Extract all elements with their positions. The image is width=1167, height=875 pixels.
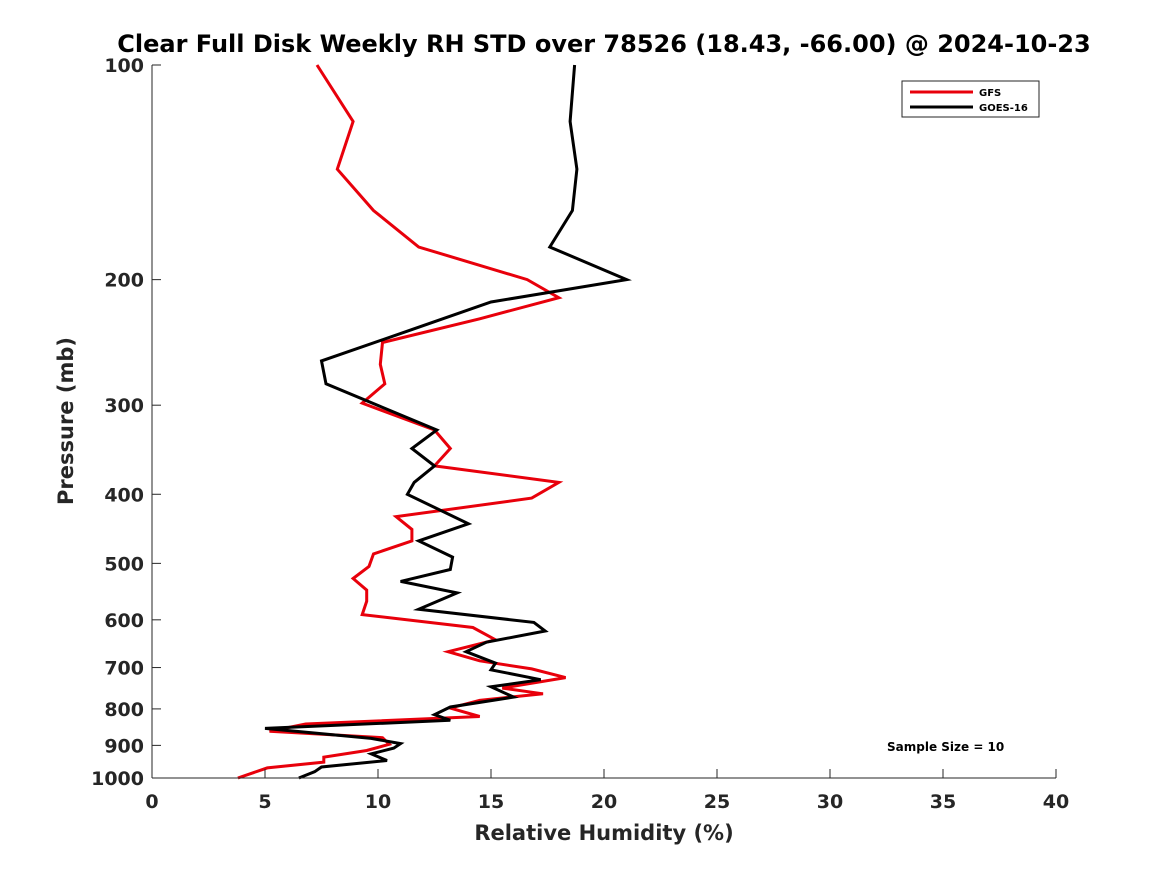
x-tick-label: 25 (704, 791, 730, 813)
y-tick-label: 1000 (91, 768, 144, 790)
y-axis-label: Pressure (mb) (54, 337, 78, 505)
y-tick-label: 900 (104, 735, 144, 757)
legend-box (901, 80, 1040, 118)
x-tick-label: 15 (478, 791, 504, 813)
legend-label-gfs: GFS (979, 88, 1001, 99)
y-tick-label: 600 (104, 610, 144, 632)
x-tick-label: 35 (930, 791, 956, 813)
x-tick-label: 10 (365, 791, 391, 813)
x-tick-label: 40 (1043, 791, 1069, 813)
y-tick-label: 800 (104, 699, 144, 721)
y-tick-label: 500 (104, 553, 144, 575)
x-tick-label: 0 (145, 791, 158, 813)
series-line-goes16 (264, 64, 632, 780)
x-tick-label: 20 (591, 791, 617, 813)
ticks-layer: 0 5 10 15 20 25 30 35 40 100 200 300 400 500 600 700 800… (91, 55, 1069, 813)
chart-title: Clear Full Disk Weekly RH STD over 78526… (117, 30, 1090, 58)
legend-label-goes16: GOES-16 (979, 103, 1028, 114)
sample-size-annotation: Sample Size = 10 (887, 740, 1004, 754)
legend: GFS GOES-16 (901, 80, 1040, 118)
y-tick-label: 700 (104, 658, 144, 680)
x-tick-label: 5 (258, 791, 271, 813)
x-tick-label: 30 (817, 791, 843, 813)
y-tick-label: 200 (104, 270, 144, 292)
series-layer (237, 64, 632, 780)
y-tick-label: 400 (104, 484, 144, 506)
y-tick-label: 100 (104, 55, 144, 77)
x-axis-label: Relative Humidity (%) (474, 821, 733, 845)
y-tick-label: 300 (104, 395, 144, 417)
